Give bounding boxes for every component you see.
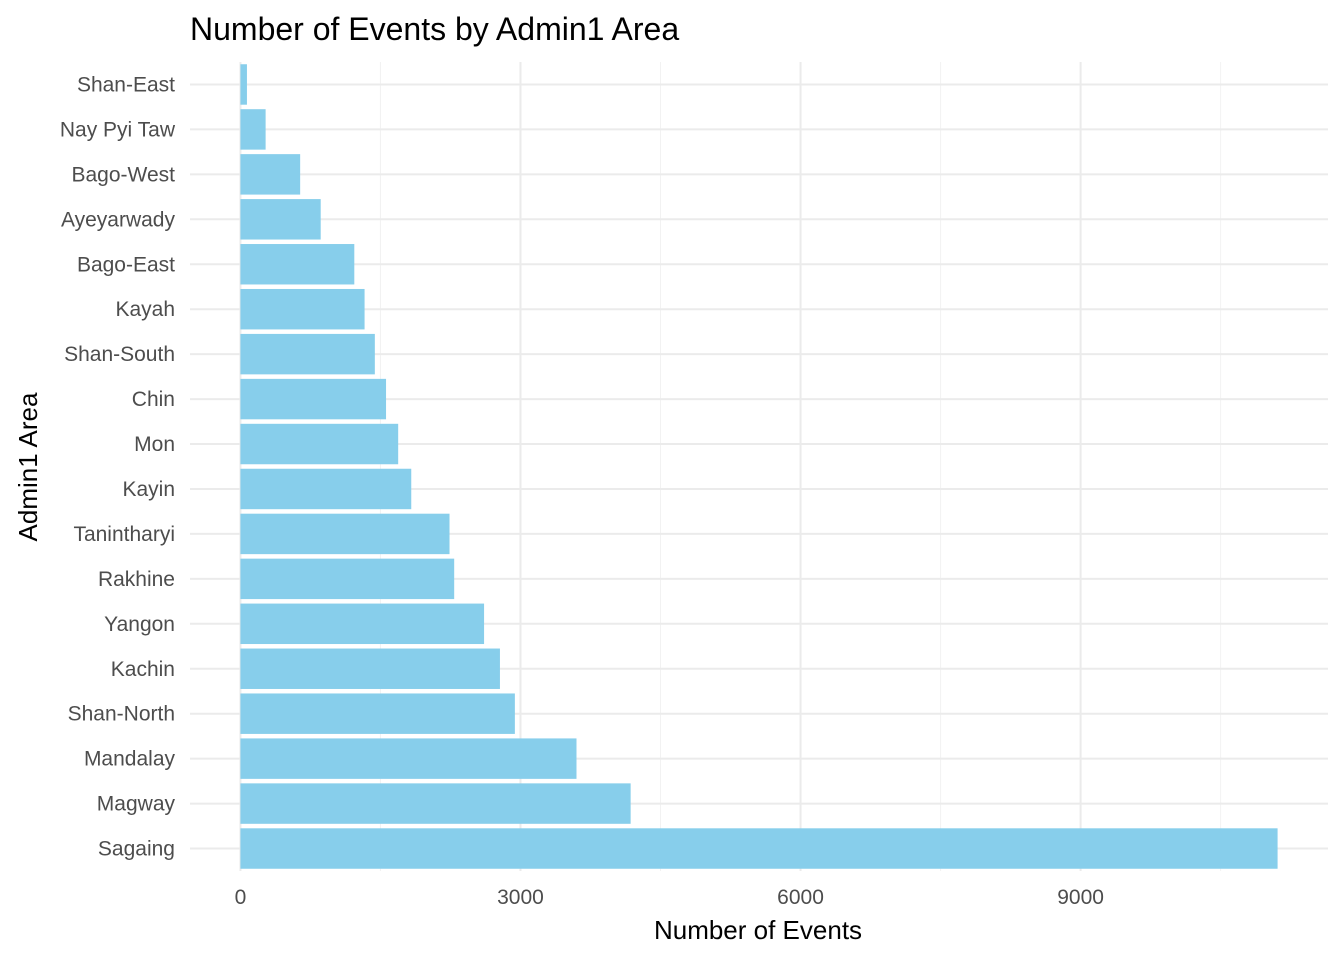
y-axis-title: Admin1 Area [13,392,43,541]
x-tick-label: 9000 [1057,886,1104,909]
bar-shan-south [240,333,375,375]
bar-kachin [240,648,500,689]
bar-magway [240,783,631,824]
y-tick-label: Mon [134,433,175,456]
bar-mon [240,423,399,465]
y-tick-label: Shan-East [77,73,175,96]
y-tick-label: Magway [97,793,176,816]
x-tick-label: 0 [235,886,247,909]
y-tick-label: Kayin [122,478,175,501]
chart-title: Number of Events by Admin1 Area [190,11,679,47]
y-tick-label: Kayah [115,298,175,321]
y-tick-label: Bago-East [77,253,175,276]
bar-tanintharyi [240,513,450,555]
y-axis: Sagaing Magway Mandalay Shan-North Kachin Yan… [60,73,176,860]
y-tick-label: Sagaing [98,838,175,861]
y-tick-label: Bago-West [72,163,176,186]
bar-kayah [240,288,365,330]
bar-mandalay [240,738,577,779]
y-tick-label: Kachin [111,658,175,681]
bar-chin [240,378,387,420]
y-tick-label: Chin [132,388,175,411]
y-tick-label: Rakhine [98,568,175,591]
bar-rakhine [240,558,455,600]
bars [240,64,1278,869]
y-tick-label: Ayeyarwady [61,208,176,231]
bar-ayeyarwady [240,199,321,240]
x-tick-label: 3000 [497,886,544,909]
y-tick-label: Shan-North [68,703,175,726]
y-tick-label: Shan-South [64,343,175,366]
bar-bago-west [240,154,301,195]
bar-yangon [240,603,485,645]
x-axis-title: Number of Events [654,915,862,945]
bar-nay-pyi-taw [240,109,266,150]
bar-kayin [240,468,412,510]
y-tick-label: Mandalay [84,748,176,771]
bar-shan-east [240,64,247,105]
x-tick-label: 6000 [777,886,824,909]
y-tick-label: Yangon [104,613,175,636]
y-tick-label: Tanintharyi [73,523,175,546]
x-axis: 0 3000 6000 9000 [235,886,1104,909]
y-tick-label: Nay Pyi Taw [60,118,176,141]
bar-bago-east [240,244,355,285]
bar-shan-north [240,693,515,734]
bar-sagaing [240,828,1278,869]
plot-panel [190,62,1328,871]
